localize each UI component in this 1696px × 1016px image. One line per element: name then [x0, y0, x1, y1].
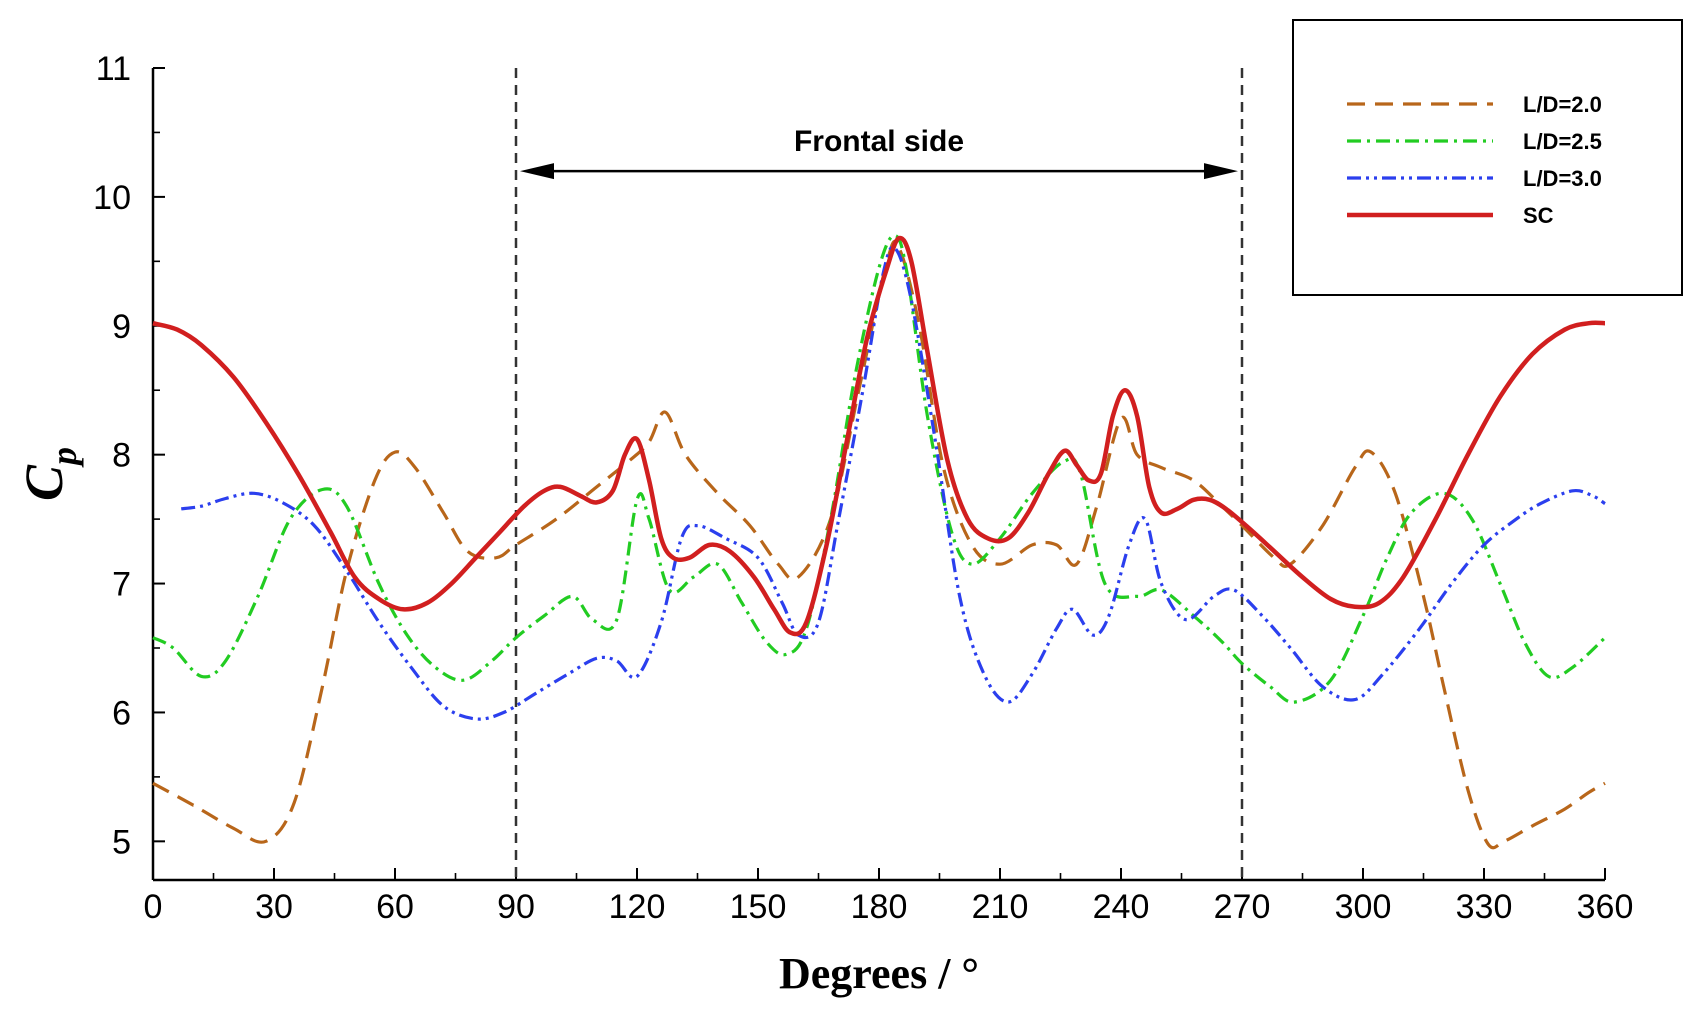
y-tick-label: 8	[112, 437, 131, 475]
x-axis-title: Degrees / °	[779, 949, 979, 998]
y-tick-label: 10	[93, 179, 131, 217]
x-tick-label: 60	[376, 888, 414, 926]
series-line-1	[152, 239, 1606, 850]
frontal-side-annotation: Frontal side	[520, 125, 1238, 180]
x-tick-label: 270	[1214, 888, 1271, 926]
series-group	[152, 233, 1607, 850]
legend-label: SC	[1523, 203, 1554, 228]
x-tick-label: 240	[1093, 888, 1150, 926]
y-tick-label: 11	[96, 50, 131, 88]
x-tick-label: 330	[1456, 888, 1513, 926]
annotation-arrow-right-head	[1204, 163, 1238, 180]
y-tick-label: 6	[112, 694, 131, 732]
x-tick-label: 90	[497, 888, 535, 926]
series-line-3	[181, 245, 1606, 721]
legend-box	[1292, 19, 1683, 296]
legend: L/D=2.0 L/D=2.5 L/D=3.0 SC	[1292, 19, 1683, 296]
series-line-2	[152, 233, 1607, 704]
legend-label: L/D=2.0	[1523, 92, 1602, 117]
axis-titles: Degrees / ° Cp	[14, 447, 979, 998]
axes: 0 30 60 90 120 150 180 210 240 270 300 330 360 5 6 7 8 9 1…	[93, 50, 1633, 926]
x-tick-label: 360	[1577, 888, 1634, 926]
y-axis-title: Cp	[14, 447, 84, 501]
reference-lines	[514, 68, 1244, 880]
x-tick-label: 300	[1335, 888, 1392, 926]
series-line-4	[152, 235, 1606, 637]
annotation-arrow-left-head	[520, 163, 554, 180]
y-tick-label: 9	[112, 308, 131, 346]
x-tick-label: 210	[972, 888, 1029, 926]
y-tick-label: 5	[112, 823, 131, 861]
x-tick-label: 30	[255, 888, 293, 926]
annotation-label: Frontal side	[794, 125, 964, 158]
legend-label: L/D=3.0	[1523, 166, 1602, 191]
y-tick-label: 7	[112, 566, 131, 604]
legend-label: L/D=2.5	[1523, 129, 1602, 154]
x-tick-label: 120	[609, 888, 666, 926]
x-tick-label: 0	[144, 888, 163, 926]
x-tick-label: 150	[730, 888, 787, 926]
x-tick-label: 180	[851, 888, 908, 926]
